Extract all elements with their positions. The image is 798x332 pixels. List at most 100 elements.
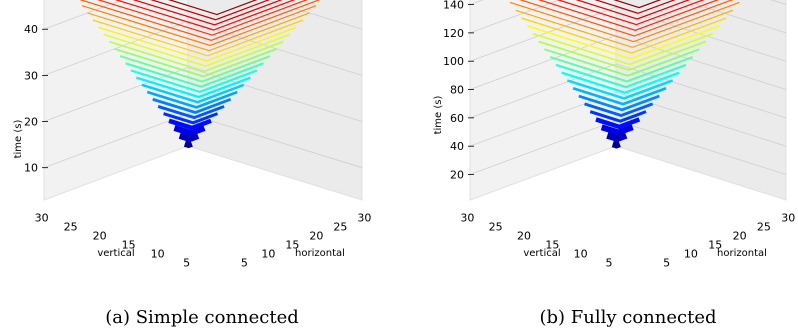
z-gridline	[469, 63, 787, 119]
caption-a: (a) Simple connected	[105, 307, 299, 328]
z-gridline	[43, 113, 363, 169]
y-tick-label: 20	[93, 230, 107, 243]
surface-contour-22	[575, 0, 691, 20]
surface-contour-16	[521, 17, 727, 54]
y-tick-label: 25	[489, 221, 503, 234]
z-gridline	[469, 0, 787, 34]
z-tick-label: 40	[24, 23, 38, 36]
z-tick-label: 20	[450, 169, 464, 182]
surface-contour-8	[566, 79, 674, 100]
surface-contour-17	[515, 9, 733, 48]
surface-contour-16	[98, 26, 297, 62]
y-tick-label: 30	[35, 212, 49, 225]
surface-contour-2	[173, 125, 206, 137]
surface-contour-3	[168, 118, 212, 131]
y-axis-label: vertical	[97, 248, 134, 259]
surface-contour-18	[87, 12, 310, 52]
back-pane-left	[469, 0, 617, 201]
surface-plot	[79, 0, 321, 149]
x-tick-label: 20	[733, 230, 747, 243]
y-axis-label: vertical	[523, 248, 560, 259]
surface-contour-2	[600, 124, 634, 136]
panel-fully-connected: 2040608010012014016051015202530510152025…	[433, 0, 795, 328]
axes-panes	[469, 0, 787, 201]
z-gridline	[469, 6, 787, 62]
surface-contour-5	[157, 105, 225, 120]
tick-labels: 10203040505101520253051015202530	[24, 23, 371, 270]
y-tick-label: 25	[64, 221, 78, 234]
z-tick-label: 60	[450, 112, 464, 125]
x-tick-label: 30	[357, 212, 371, 225]
back-pane-right	[615, 0, 787, 201]
surface-contour-7	[572, 86, 667, 106]
surface-contour-18	[509, 1, 740, 43]
surface-contour-24	[150, 0, 270, 21]
surface-contour-6	[578, 94, 660, 112]
surface-contour-21	[556, 0, 705, 26]
surface-contour-5	[584, 102, 654, 118]
y-tick-label: 30	[460, 212, 474, 225]
surface-contour-3	[595, 117, 641, 130]
z-axis-label: time (s)	[433, 96, 444, 135]
surface-contour-14	[108, 40, 284, 73]
y-tick-label: 10	[151, 248, 165, 261]
tick-labels: 2040608010012014016051015202530510152025…	[443, 0, 795, 270]
z-tick-label: 40	[450, 140, 464, 153]
z-axis-label: time (s)	[13, 120, 24, 159]
surface-contour-8	[141, 83, 245, 104]
surface-contour-11	[125, 62, 264, 88]
surface-contour-9	[136, 76, 251, 99]
caption-b: (b) Fully connected	[539, 307, 716, 328]
y-tick-label: 20	[517, 230, 531, 243]
y-tick-label: 10	[574, 248, 588, 261]
z-gridline	[43, 0, 363, 30]
surface-contour-23	[132, 0, 283, 26]
x-tick-label: 15	[285, 239, 299, 252]
surface-contour-24	[613, 0, 662, 9]
z-gridline	[43, 20, 363, 76]
surface-contour-1	[178, 131, 200, 143]
x-tick-label: 25	[757, 221, 771, 234]
surface-contour-12	[119, 55, 271, 83]
surface-contour-20	[79, 0, 321, 41]
x-axis-label: horizontal	[717, 248, 767, 259]
surface-contour-0	[611, 138, 621, 149]
z-tick-label: 140	[443, 0, 464, 12]
x-tick-label: 10	[684, 248, 698, 261]
surface-contour-11	[549, 56, 694, 83]
surface-contour-25	[167, 0, 258, 16]
y-tick-label: 15	[545, 239, 559, 252]
surface-contour-4	[589, 110, 647, 123]
z-tick-label: 80	[450, 84, 464, 97]
y-tick-label: 5	[606, 257, 613, 270]
surface-contour-13	[538, 40, 707, 71]
z-tick-label: 10	[24, 162, 38, 175]
surface-contour-19	[519, 0, 734, 37]
z-tick-label: 20	[24, 116, 38, 129]
surface-contour-13	[114, 48, 277, 78]
x-tick-label: 5	[663, 257, 670, 270]
back-pane-right	[187, 0, 363, 201]
x-tick-label: 25	[333, 221, 347, 234]
x-tick-label: 10	[261, 248, 275, 261]
surface-contour-21	[97, 0, 308, 36]
x-tick-label: 5	[241, 257, 248, 270]
surface-contour-12	[544, 48, 700, 77]
surface-contour-15	[527, 25, 720, 60]
x-tick-label: 20	[309, 230, 323, 243]
surface-plot	[509, 0, 740, 149]
surface-contour-9	[561, 71, 680, 95]
x-tick-label: 30	[781, 212, 795, 225]
surface-contour-7	[146, 90, 238, 109]
surface-contour-17	[92, 19, 304, 57]
surface-contour-14	[532, 32, 713, 66]
surface-contour-1	[606, 131, 628, 143]
surface-contour-23	[594, 0, 676, 14]
surface-contour-0	[183, 138, 193, 149]
x-axis-label: horizontal	[295, 248, 345, 259]
surface-contour-22	[114, 0, 296, 31]
surface-contour-10	[130, 69, 258, 94]
surface-contour-6	[152, 97, 232, 114]
z-gridline	[469, 91, 787, 147]
